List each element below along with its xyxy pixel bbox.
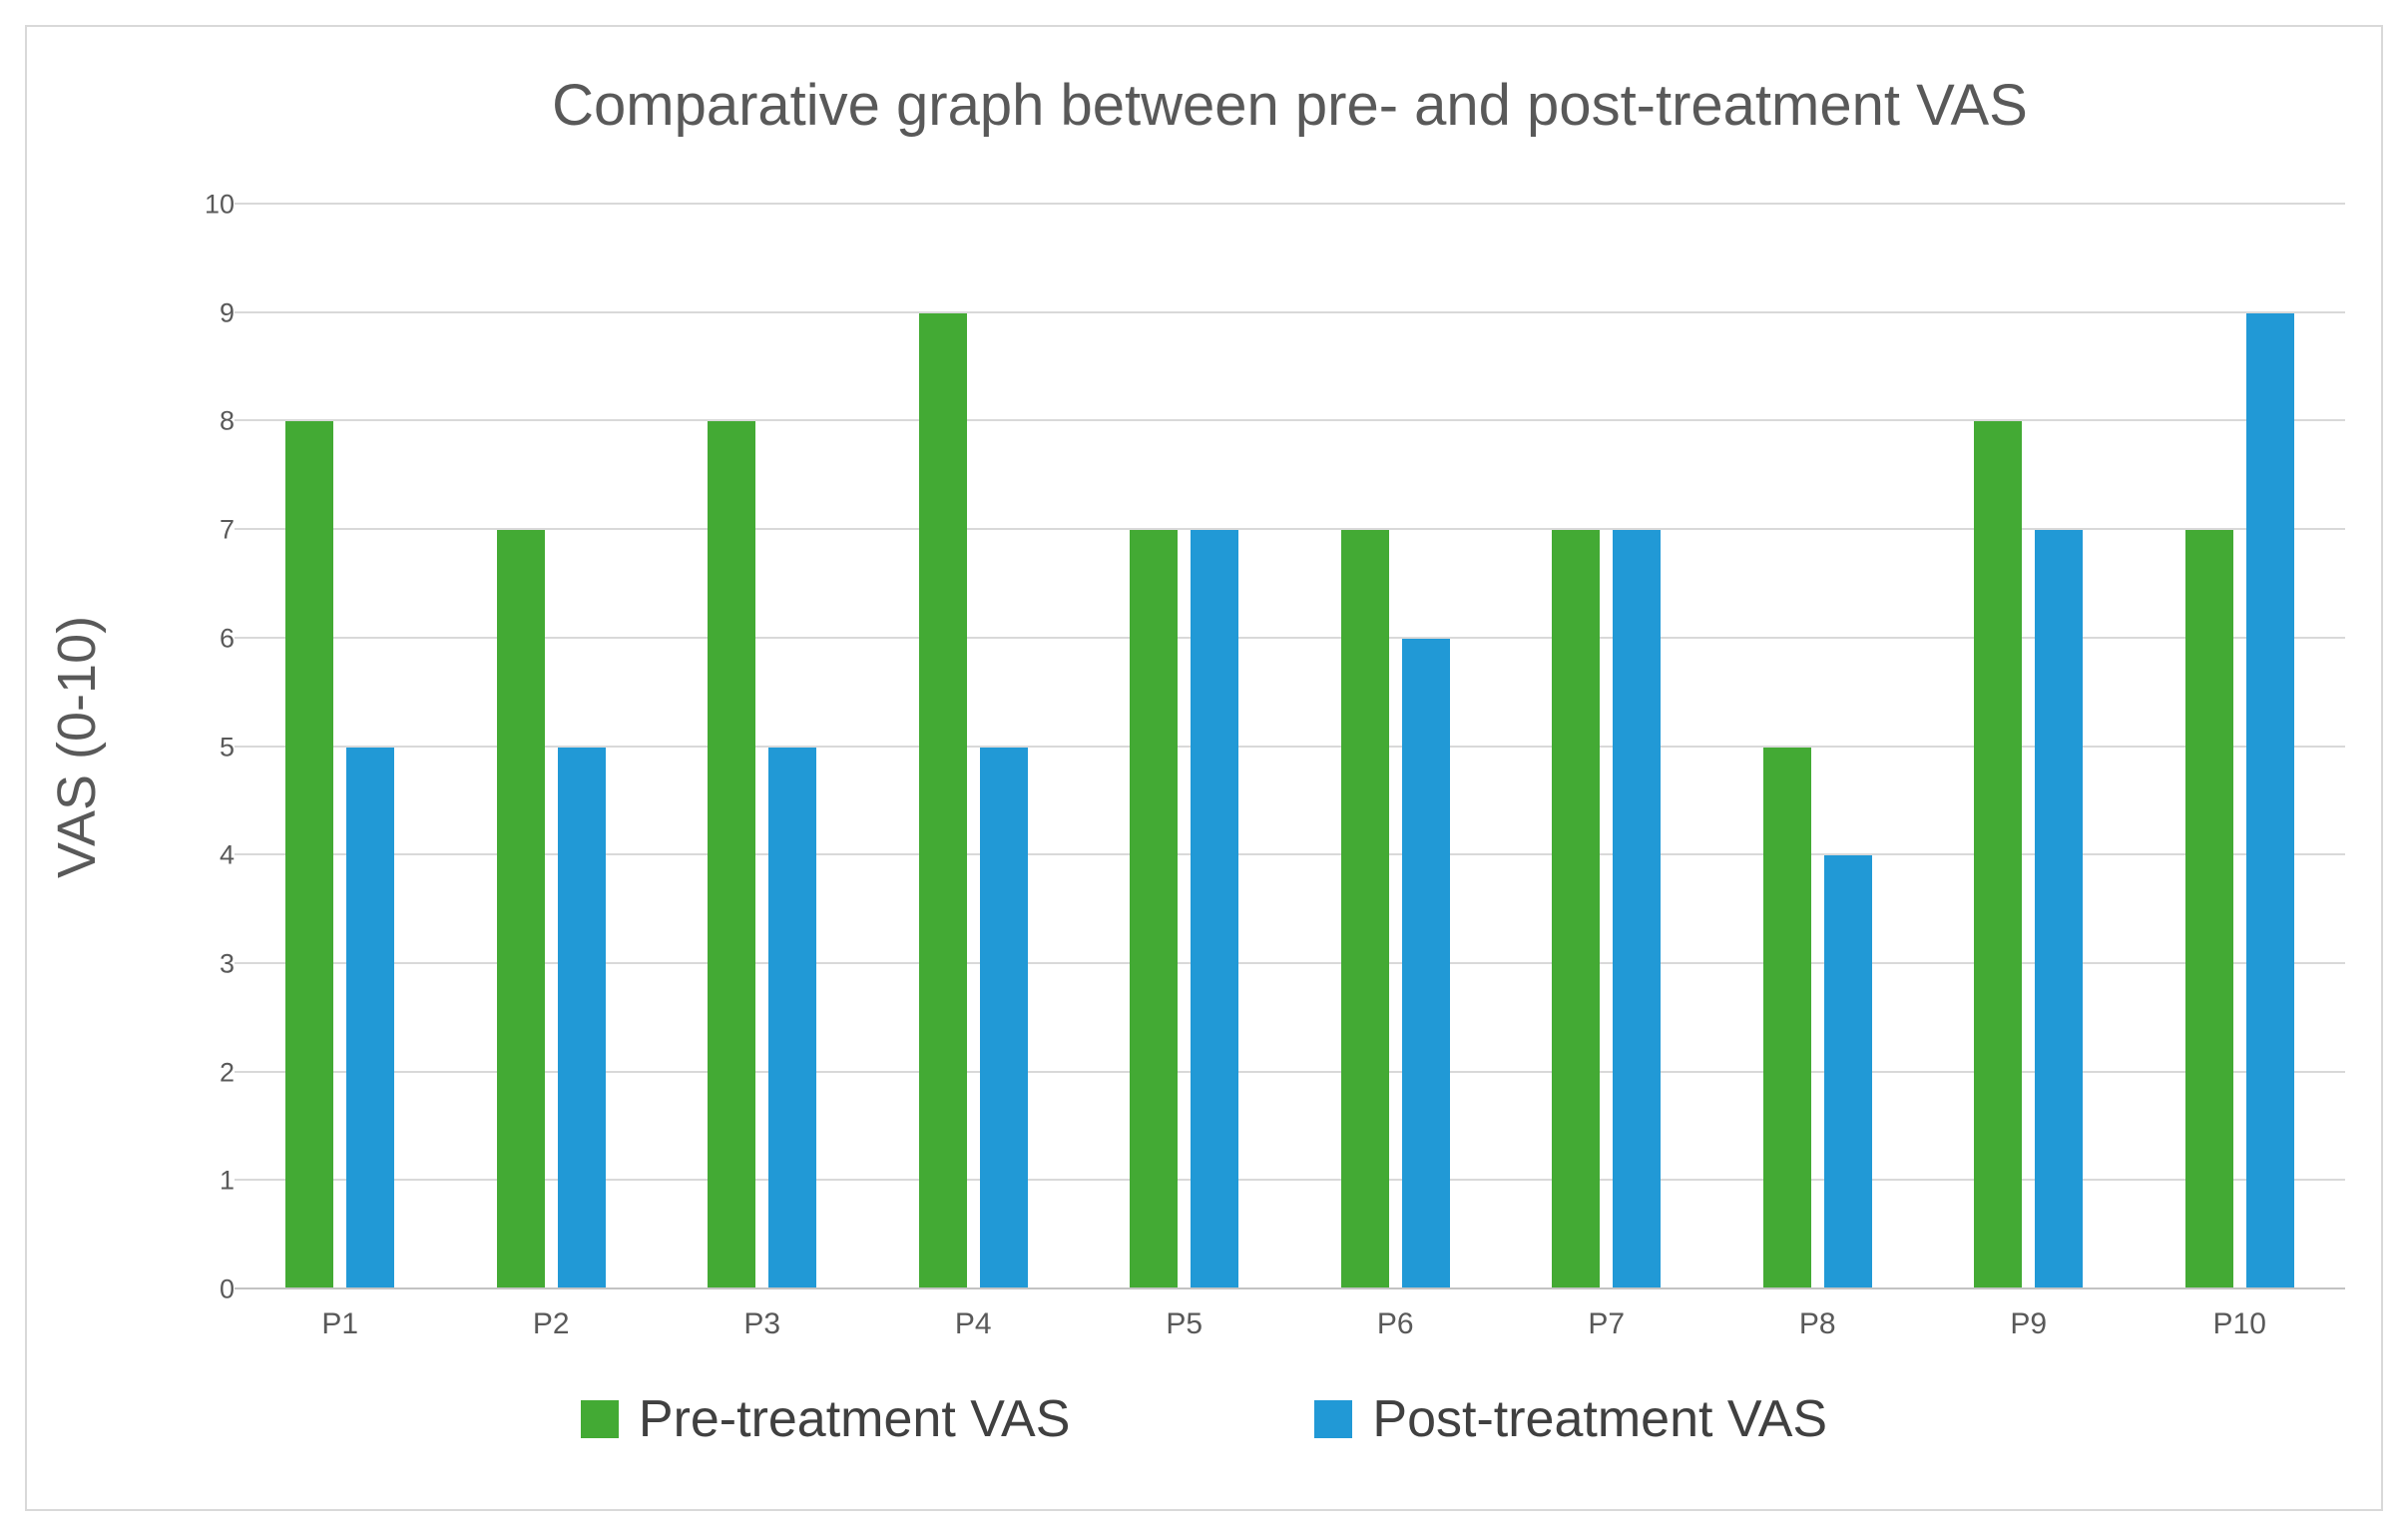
bar-group-p5 (1079, 205, 1290, 1289)
post-treatment-bar-p7 (1613, 530, 1662, 1289)
x-tick-label-p6: P6 (1376, 1307, 1414, 1340)
x-tick-label-p5: P5 (1166, 1307, 1204, 1340)
pre-treatment-bar-p10 (2184, 530, 2233, 1289)
pre-treatment-bar-p3 (708, 421, 756, 1289)
x-tick-label-p7: P7 (1588, 1307, 1626, 1340)
x-axis-labels: P1 P2 P3 P4 P5 P6 P7 P8 P9 P10 (235, 1307, 2345, 1341)
x-tick-label-p1: P1 (321, 1307, 359, 1340)
post-treatment-bar-p2 (557, 747, 606, 1289)
y-tick-label-5: 5 (219, 732, 235, 762)
plot-area (235, 203, 2345, 1289)
gridline-y-10 (235, 203, 2345, 205)
bar-group-p4 (868, 205, 1080, 1289)
y-tick-label-4: 4 (219, 839, 235, 870)
post-treatment-bar-p4 (979, 747, 1028, 1289)
post-treatment-bar-p8 (1823, 855, 1872, 1289)
y-tick-label-8: 8 (219, 405, 235, 436)
gridline-y-2 (235, 1070, 2345, 1073)
pre-treatment-bar-p6 (1340, 530, 1389, 1289)
y-tick-label-10: 10 (204, 189, 235, 220)
gridline-y-7 (235, 528, 2345, 531)
pre-treatment-bar-p8 (1762, 747, 1811, 1289)
y-tick-label-6: 6 (219, 623, 235, 654)
y-tick-label-1: 1 (219, 1165, 235, 1196)
legend-item-post-treatment: Post-treatment VAS (1314, 1389, 1827, 1449)
gridline-y-5 (235, 745, 2345, 748)
post-treatment-bar-p9 (2035, 530, 2084, 1289)
pre-treatment-bar-p9 (1974, 421, 2023, 1289)
gridline-y-4 (235, 853, 2345, 856)
bar-group-p2 (446, 205, 658, 1289)
y-tick-label-7: 7 (219, 514, 235, 545)
gridline-y-8 (235, 419, 2345, 422)
legend-swatch-icon (1314, 1400, 1353, 1438)
legend-swatch-icon (580, 1400, 619, 1438)
post-treatment-bar-p3 (768, 747, 817, 1289)
x-tick-label-p4: P4 (954, 1307, 992, 1340)
pre-treatment-bar-p1 (285, 421, 334, 1289)
post-treatment-bar-p6 (1401, 638, 1450, 1289)
y-tick-label-3: 3 (219, 948, 235, 979)
gridline-y-3 (235, 961, 2345, 964)
bar-group-p3 (657, 205, 868, 1289)
legend-item-pre-treatment: Pre-treatment VAS (580, 1389, 1071, 1449)
bars-layer (235, 205, 2345, 1289)
legend-label: Pre-treatment VAS (638, 1390, 1071, 1448)
x-tick-label-p9: P9 (2010, 1307, 2048, 1340)
bar-group-p6 (1290, 205, 1502, 1289)
x-tick-label-p3: P3 (743, 1307, 781, 1340)
x-tick-label-p8: P8 (1798, 1307, 1836, 1340)
x-tick-label-p10: P10 (2212, 1307, 2266, 1340)
bar-group-p9 (1923, 205, 2135, 1289)
post-treatment-bar-p5 (1191, 530, 1239, 1289)
post-treatment-bar-p10 (2245, 312, 2294, 1289)
bar-group-p7 (1501, 205, 1712, 1289)
y-tick-label-9: 9 (219, 297, 235, 328)
pre-treatment-bar-p7 (1552, 530, 1601, 1289)
gridline-y-9 (235, 310, 2345, 313)
gridline-y-6 (235, 636, 2345, 639)
bar-group-p10 (2135, 205, 2346, 1289)
y-tick-label-2: 2 (219, 1057, 235, 1088)
chart-title: Comparative graph between pre- and post-… (552, 73, 2028, 138)
y-tick-label-0: 0 (219, 1274, 235, 1304)
x-tick-label-p2: P2 (532, 1307, 570, 1340)
pre-treatment-bar-p2 (496, 530, 545, 1289)
gridline-y-1 (235, 1179, 2345, 1182)
post-treatment-bar-p1 (346, 747, 395, 1289)
y-axis-title: VAS (0-10) (47, 615, 107, 879)
pre-treatment-bar-p4 (918, 312, 967, 1289)
legend-label: Post-treatment VAS (1372, 1390, 1828, 1448)
bar-group-p8 (1712, 205, 1924, 1289)
pre-treatment-bar-p5 (1130, 530, 1179, 1289)
legend: Pre-treatment VAS Post-treatment VAS (0, 1389, 2408, 1449)
x-axis-baseline (235, 1287, 2345, 1289)
bar-group-p1 (235, 205, 446, 1289)
